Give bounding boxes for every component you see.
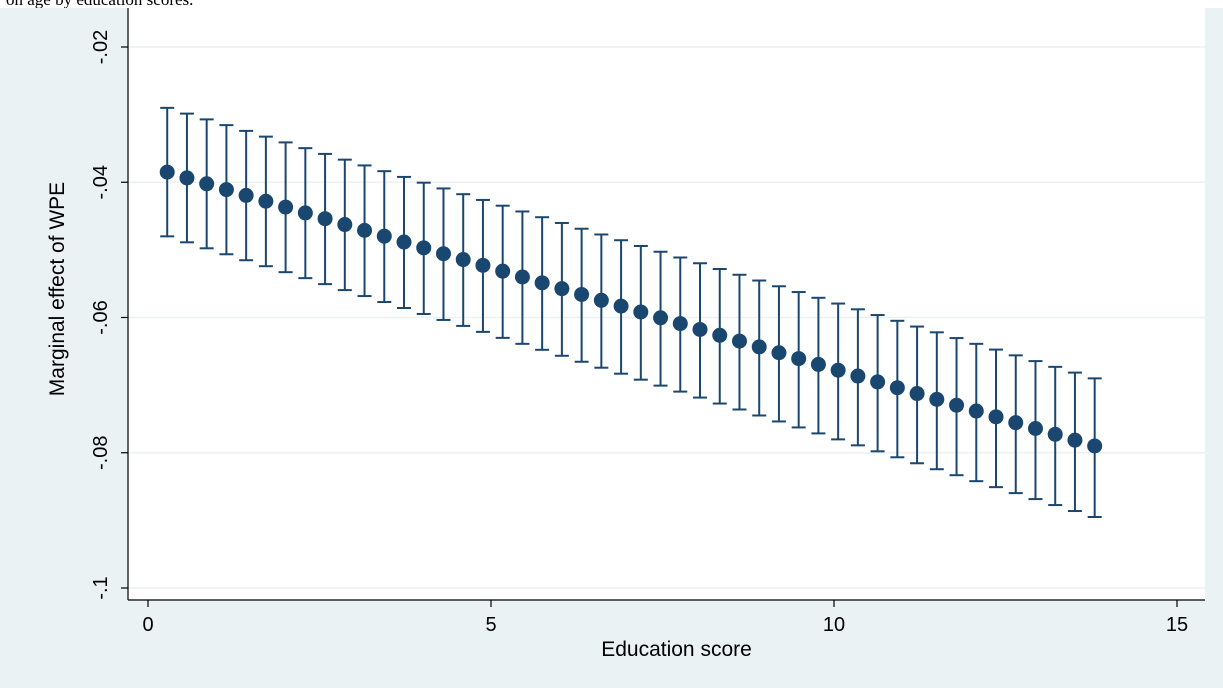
data-point: [278, 199, 294, 215]
data-point: [791, 351, 807, 367]
x-tick-label: 15: [1166, 614, 1188, 636]
data-point: [416, 240, 432, 256]
data-point: [949, 397, 965, 413]
x-tick-label: 5: [485, 614, 496, 636]
data-point: [1027, 421, 1043, 437]
y-tick-label: -.04: [90, 165, 112, 199]
data-point: [613, 298, 629, 314]
data-point: [514, 269, 530, 285]
x-tick-label: 0: [142, 614, 153, 636]
data-point: [850, 368, 866, 384]
data-point: [218, 182, 234, 198]
data-point: [1047, 426, 1063, 442]
data-point: [554, 281, 570, 297]
data-point: [810, 356, 826, 372]
data-point: [909, 386, 925, 402]
y-tick-label: -.02: [90, 30, 112, 64]
y-tick-label: -.08: [90, 436, 112, 470]
data-point: [258, 193, 274, 209]
axes: [121, 8, 1205, 607]
data-point: [1067, 432, 1083, 448]
data-point: [376, 228, 392, 244]
data-point: [870, 374, 886, 390]
data-point: [357, 222, 373, 238]
y-tick-label: -.06: [90, 300, 112, 334]
data-point: [889, 380, 905, 396]
data-point: [455, 252, 471, 268]
data-point: [692, 321, 708, 337]
axis-labels: -.1 -.08 -.06 -.04 -.02 0 5 10 15 Education score…: [46, 30, 1188, 661]
data-point: [968, 403, 984, 419]
data-points: [159, 164, 1103, 454]
data-point: [633, 304, 649, 320]
data-point: [672, 316, 688, 332]
marginal-effect-chart: -.1 -.08 -.06 -.04 -.02 0 5 10 15 Education score…: [0, 8, 1223, 688]
x-tick-label: 10: [823, 614, 845, 636]
data-point: [1008, 415, 1024, 431]
data-point: [929, 391, 945, 407]
y-axis-title: Marginal effect of WPE: [46, 182, 69, 396]
data-point: [396, 234, 412, 250]
data-point: [653, 310, 669, 326]
data-point: [731, 333, 747, 349]
plot-area: [128, 8, 1205, 600]
data-point: [1087, 438, 1103, 454]
data-point: [574, 286, 590, 302]
data-point: [712, 327, 728, 343]
data-point: [337, 217, 353, 233]
data-point: [435, 246, 451, 262]
y-tick-label: -.1: [90, 576, 112, 599]
data-point: [159, 164, 175, 180]
chart: -.1 -.08 -.06 -.04 -.02 0 5 10 15 Education score…: [0, 8, 1223, 688]
x-axis-title: Education score: [601, 638, 752, 661]
data-point: [771, 345, 787, 361]
data-point: [495, 263, 511, 279]
data-point: [830, 362, 846, 378]
data-point: [297, 205, 313, 221]
data-point: [475, 257, 491, 273]
data-point: [238, 187, 254, 203]
data-point: [534, 275, 550, 291]
data-point: [988, 409, 1004, 425]
data-point: [317, 211, 333, 227]
data-point: [751, 339, 767, 355]
data-point: [199, 176, 215, 192]
figure-caption: on age by education scores.: [6, 0, 193, 8]
data-point: [179, 170, 195, 186]
data-point: [593, 292, 609, 308]
